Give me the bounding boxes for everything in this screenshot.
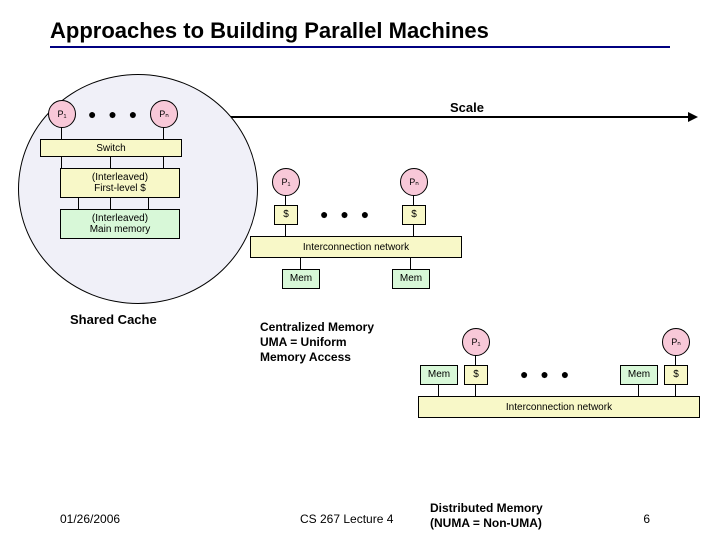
left-pn: Pₙ <box>150 100 178 128</box>
right-network: Interconnection network <box>418 396 700 418</box>
conn <box>285 195 286 205</box>
conn <box>413 224 414 236</box>
left-cache-box: (Interleaved) First-level $ <box>60 168 180 198</box>
right-pn: Pₙ <box>662 328 690 356</box>
page-title: Approaches to Building Parallel Machines <box>50 18 670 48</box>
conn <box>61 156 62 168</box>
mid-p1: P₁ <box>272 168 300 196</box>
mid-network: Interconnection network <box>250 236 462 258</box>
footer-date: 01/26/2006 <box>60 512 120 526</box>
mid-c2: $ <box>402 205 426 225</box>
right-mem1: Mem <box>420 365 458 385</box>
right-p1: P₁ <box>462 328 490 356</box>
left-switch: Switch <box>40 139 182 157</box>
mid-mem2: Mem <box>392 269 430 289</box>
footer-page: 6 <box>643 512 650 526</box>
centralized-desc: Centralized Memory UMA = Uniform Memory … <box>260 320 374 365</box>
conn <box>300 257 301 269</box>
mid-mem1: Mem <box>282 269 320 289</box>
left-dots: ● ● ● <box>88 106 141 122</box>
right-c1: $ <box>464 365 488 385</box>
left-mem-box: (Interleaved) Main memory <box>60 209 180 239</box>
left-p1: P₁ <box>48 100 76 128</box>
conn <box>110 156 111 168</box>
distributed-desc: Distributed Memory (NUMA = Non-UMA) <box>430 501 610 530</box>
conn <box>78 197 79 209</box>
conn <box>438 384 439 396</box>
conn <box>638 384 639 396</box>
conn <box>110 197 111 209</box>
conn <box>475 355 476 365</box>
mid-c1: $ <box>274 205 298 225</box>
conn <box>475 384 476 396</box>
conn <box>61 127 62 139</box>
mid-dots: ● ● ● <box>320 206 373 222</box>
conn <box>413 195 414 205</box>
conn <box>148 197 149 209</box>
right-dots: ● ● ● <box>520 366 573 382</box>
conn <box>675 384 676 396</box>
right-c2: $ <box>664 365 688 385</box>
right-mem2: Mem <box>620 365 658 385</box>
conn <box>675 355 676 365</box>
scale-label: Scale <box>450 100 484 115</box>
footer-lecture: CS 267 Lecture 4 <box>300 512 393 526</box>
mid-pn: Pₙ <box>400 168 428 196</box>
conn <box>285 224 286 236</box>
conn <box>410 257 411 269</box>
conn <box>163 127 164 139</box>
conn <box>163 156 164 168</box>
scale-arrow-head <box>688 112 698 122</box>
scale-arrow-line <box>230 116 690 118</box>
shared-cache-title: Shared Cache <box>70 312 157 327</box>
